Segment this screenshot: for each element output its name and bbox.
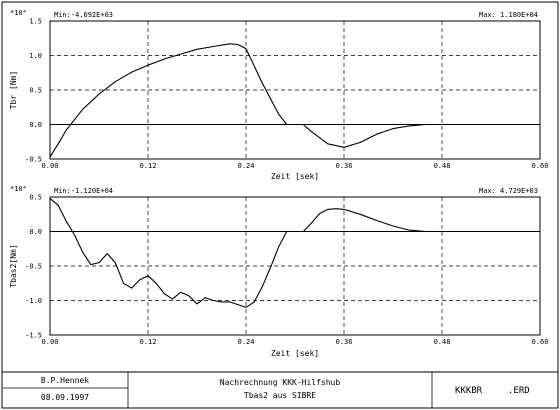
drawing-code: KKKBR: [455, 386, 483, 396]
x-tick-label: 0.60: [532, 162, 549, 170]
x-tick-label: 0.24: [238, 338, 255, 346]
upper-chart-panel: 0.00 0.12 0.24 0.36 0.48 0.60 1.5 1.0 0.5 0.0 -0.5…: [9, 9, 548, 181]
x-tick-label: 0.48: [434, 338, 451, 346]
drawing-extension: .ERD: [508, 386, 530, 396]
series-line: [49, 197, 434, 308]
x-tick-label: 0.12: [140, 162, 157, 170]
min-value-label: Min:-4.692E+03: [54, 11, 113, 19]
x-tick-label: 0.00: [42, 338, 59, 346]
y-tick-label: 1.5: [29, 18, 42, 26]
y-tick-label: -1.5: [25, 332, 42, 340]
y-axis-label: Tbr [Nm]: [9, 71, 18, 110]
date-label: 08.09.1997: [41, 393, 89, 402]
max-value-label: Max: 1.180E+04: [479, 11, 538, 19]
y-tick-label: 1.0: [29, 52, 42, 60]
y-tick-label: 0.0: [29, 121, 42, 129]
x-tick-label: 0.00: [42, 162, 59, 170]
author-label: B.P.Hennek: [41, 376, 89, 385]
y-tick-label: -0.5: [25, 263, 42, 271]
x-tick-label: 0.60: [532, 338, 549, 346]
y-tick-label: -0.5: [25, 156, 42, 164]
title-block: B.P.Hennek 08.09.1997 Nachrechnung KKK-H…: [3, 372, 530, 408]
scale-factor-label: *10⁴: [10, 185, 27, 193]
min-value-label: Min:-1.120E+04: [54, 187, 113, 195]
series-line: [49, 43, 434, 158]
drawing-subtitle: Tbas2 aus SIBRE: [244, 391, 316, 400]
x-tick-label: 0.36: [336, 338, 353, 346]
x-tick-label: 0.48: [434, 162, 451, 170]
scale-factor-label: *10⁴: [10, 9, 27, 17]
y-tick-label: 0.0: [29, 228, 42, 236]
y-tick-label: 0.5: [29, 87, 42, 95]
drawing-title: Nachrechnung KKK-Hilfshub: [220, 378, 341, 387]
lower-chart-panel: 0.00 0.12 0.24 0.36 0.48 0.60 0.5 0.0 -0.5 -1.0 -1…: [9, 185, 548, 358]
x-axis-label: Zeit [sek]: [271, 172, 319, 181]
max-value-label: Max: 4.729E+03: [479, 187, 538, 195]
x-axis-label: Zeit [sek]: [271, 349, 319, 358]
y-tick-label: 0.5: [29, 194, 42, 202]
x-tick-label: 0.12: [140, 338, 157, 346]
y-axis-label: Tbas2[Nm]: [9, 244, 18, 287]
x-tick-label: 0.36: [336, 162, 353, 170]
x-tick-label: 0.24: [238, 162, 255, 170]
y-tick-label: -1.0: [25, 297, 42, 305]
